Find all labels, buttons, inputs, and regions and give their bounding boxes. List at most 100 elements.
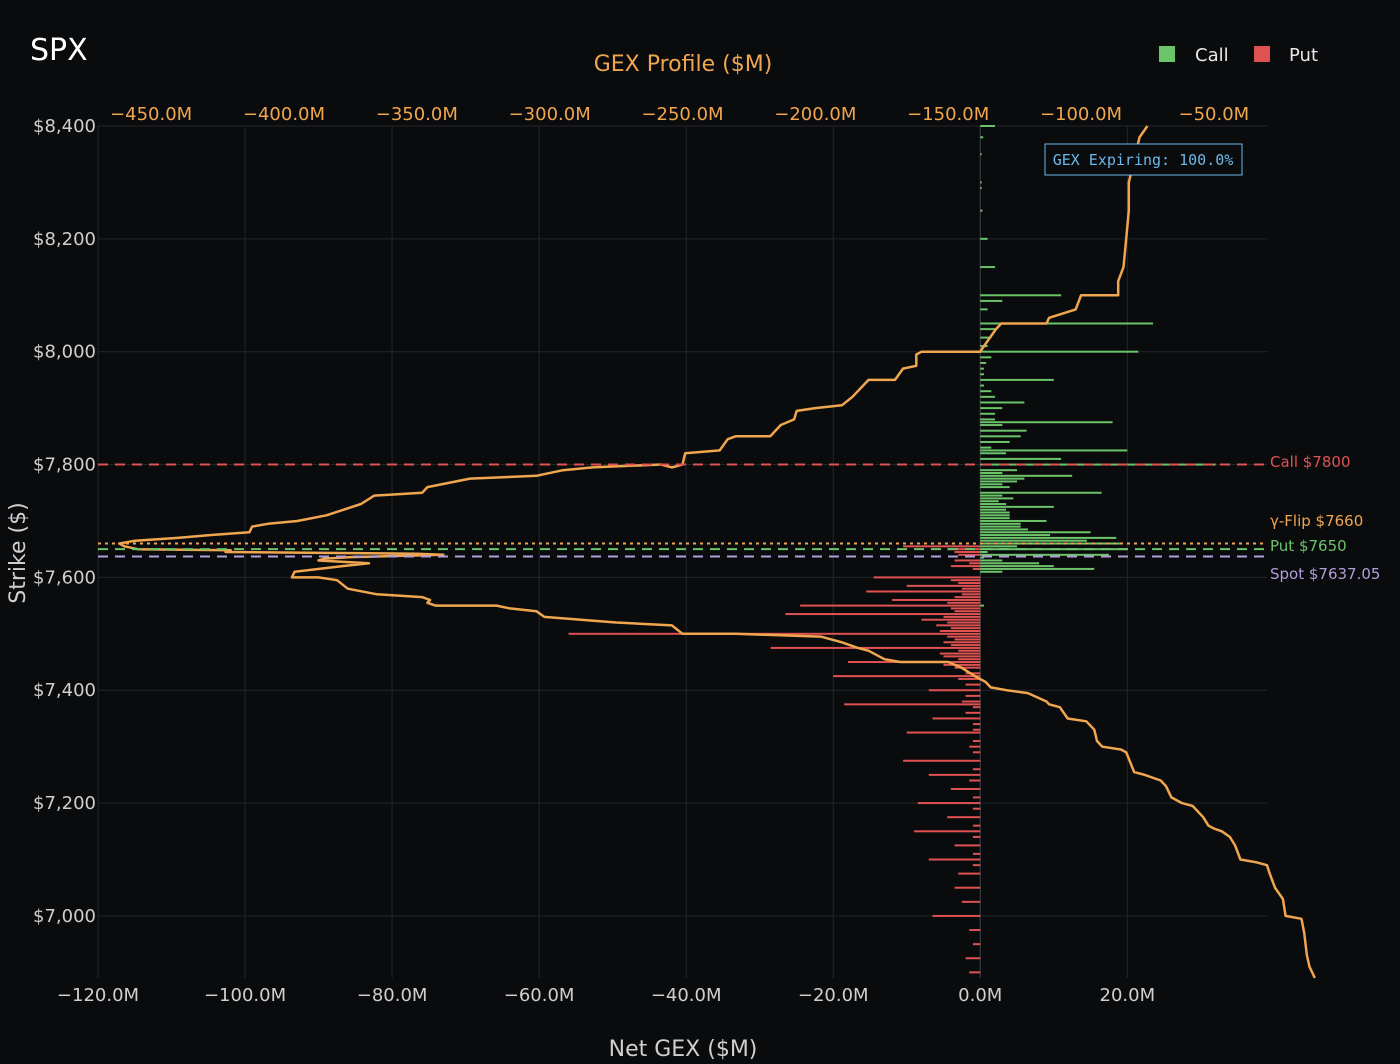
call-bar-7880[interactable] <box>980 418 995 421</box>
put-bar-7480[interactable] <box>950 644 981 647</box>
call-bar-7900[interactable] <box>980 407 1003 410</box>
call-bar-7635[interactable] <box>980 556 984 559</box>
put-bar-7550[interactable] <box>800 604 981 607</box>
put-bar-7555[interactable] <box>947 601 981 604</box>
put-bar-6925[interactable] <box>965 957 981 960</box>
call-bar-7980[interactable] <box>980 361 987 364</box>
put-bar-7475[interactable] <box>770 646 981 649</box>
call-bar-7875[interactable] <box>980 421 1113 424</box>
call-bar-7920[interactable] <box>980 395 995 398</box>
put-bar-7645[interactable] <box>954 551 981 553</box>
call-bar-7790[interactable] <box>980 469 1018 472</box>
call-bar-8250[interactable] <box>980 209 983 212</box>
put-bar-7500[interactable] <box>568 632 981 635</box>
call-bar-7910[interactable] <box>980 401 1025 404</box>
call-bar-8380[interactable] <box>980 136 984 139</box>
call-bar-7615[interactable] <box>980 567 1095 570</box>
put-bar-7360[interactable] <box>965 711 981 714</box>
call-bar-7675[interactable] <box>980 534 1051 537</box>
call-bar-7620[interactable] <box>980 565 1054 568</box>
call-bar-7665[interactable] <box>980 539 1087 542</box>
call-bar-7740[interactable] <box>980 497 1014 500</box>
put-bar-7380[interactable] <box>961 700 981 703</box>
call-bar-7630[interactable] <box>980 559 1003 562</box>
put-bar-7225[interactable] <box>950 787 981 790</box>
put-bar-7590[interactable] <box>958 582 981 585</box>
put-bar-7615[interactable] <box>972 567 981 570</box>
put-bar-7545[interactable] <box>950 607 981 610</box>
put-bar-7250[interactable] <box>928 773 981 776</box>
call-bar-7655[interactable] <box>980 545 1018 548</box>
call-bar-7840[interactable] <box>980 440 1010 443</box>
put-bar-6975[interactable] <box>969 929 981 932</box>
call-bar-7775[interactable] <box>980 477 1025 480</box>
call-bar-8040[interactable] <box>980 328 995 331</box>
call-bar-7645[interactable] <box>980 551 988 553</box>
call-bar-7820[interactable] <box>980 452 1006 455</box>
call-bar-7890[interactable] <box>980 412 995 415</box>
call-bar-7690[interactable] <box>980 525 1021 528</box>
put-bar-7050[interactable] <box>954 886 981 889</box>
call-bar-7695[interactable] <box>980 522 1021 525</box>
put-bar-7530[interactable] <box>943 615 981 618</box>
call-bar-7870[interactable] <box>980 424 1003 427</box>
call-bar-7670[interactable] <box>980 536 1117 539</box>
call-bar-7760[interactable] <box>980 486 1010 489</box>
call-bar-8090[interactable] <box>980 299 1003 302</box>
put-bar-7410[interactable] <box>965 683 981 686</box>
put-bar-7575[interactable] <box>866 590 981 593</box>
put-bar-7465[interactable] <box>939 652 981 655</box>
put-bar-7390[interactable] <box>965 694 981 697</box>
put-bar-7300[interactable] <box>969 745 981 748</box>
call-bar-7770[interactable] <box>980 480 1018 483</box>
call-bar-8100[interactable] <box>980 294 1062 297</box>
put-bar-7510[interactable] <box>950 627 981 630</box>
put-bar-7565[interactable] <box>954 596 981 599</box>
put-bar-7175[interactable] <box>947 816 981 819</box>
put-bar-7595[interactable] <box>950 579 981 582</box>
put-bar-7420[interactable] <box>958 677 981 680</box>
put-bar-7160[interactable] <box>972 824 981 827</box>
put-bar-7440[interactable] <box>954 666 981 669</box>
call-bar-7780[interactable] <box>980 474 1073 477</box>
call-bar-7810[interactable] <box>980 457 1062 460</box>
put-bar-7290[interactable] <box>972 751 981 754</box>
put-bar-7400[interactable] <box>928 689 981 692</box>
call-bar-7750[interactable] <box>980 491 1102 494</box>
put-bar-7210[interactable] <box>972 796 981 799</box>
call-bar-8350[interactable] <box>980 153 982 156</box>
put-bar-7640[interactable] <box>958 553 981 556</box>
call-bar-7625[interactable] <box>980 562 1040 565</box>
call-bar-7700[interactable] <box>980 519 1047 522</box>
call-bar-7860[interactable] <box>980 429 1027 432</box>
put-bar-7520[interactable] <box>947 621 981 624</box>
put-bar-7025[interactable] <box>961 900 981 903</box>
call-bar-7825[interactable] <box>980 449 1128 452</box>
call-bar-7830[interactable] <box>980 446 992 449</box>
put-bar-6900[interactable] <box>969 971 981 974</box>
put-bar-7325[interactable] <box>906 731 981 734</box>
put-bar-6950[interactable] <box>972 943 981 946</box>
call-bar-7940[interactable] <box>980 384 984 387</box>
put-bar-7090[interactable] <box>972 864 981 867</box>
put-bar-7470[interactable] <box>958 649 981 652</box>
legend-put-swatch[interactable] <box>1254 46 1270 62</box>
put-bar-7260[interactable] <box>972 768 981 771</box>
put-bar-7560[interactable] <box>892 598 981 601</box>
put-bar-7125[interactable] <box>954 844 981 847</box>
put-bar-7275[interactable] <box>903 759 981 762</box>
call-bar-8000[interactable] <box>980 350 1139 353</box>
call-bar-7765[interactable] <box>980 483 1003 486</box>
call-bar-7785[interactable] <box>980 472 1003 475</box>
put-bar-7075[interactable] <box>958 872 981 875</box>
put-bar-7600[interactable] <box>873 576 981 579</box>
call-bar-7800[interactable] <box>980 463 1216 466</box>
put-bar-7445[interactable] <box>943 663 981 666</box>
put-bar-7455[interactable] <box>958 658 981 661</box>
put-bar-7375[interactable] <box>844 703 981 706</box>
put-bar-7485[interactable] <box>943 641 981 644</box>
put-bar-7190[interactable] <box>972 807 981 810</box>
call-bar-7735[interactable] <box>980 500 999 503</box>
put-bar-7430[interactable] <box>965 672 981 675</box>
legend-put-label[interactable]: Put <box>1289 45 1318 66</box>
